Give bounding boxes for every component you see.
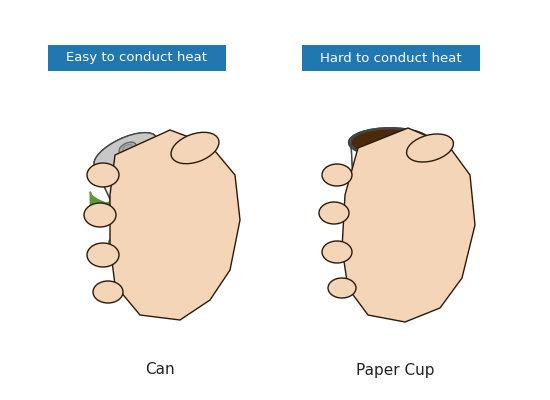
Ellipse shape xyxy=(351,129,429,156)
Polygon shape xyxy=(110,130,240,320)
Ellipse shape xyxy=(119,142,136,154)
Ellipse shape xyxy=(84,203,116,227)
Polygon shape xyxy=(90,192,133,215)
Polygon shape xyxy=(342,128,475,322)
Ellipse shape xyxy=(328,278,356,298)
Polygon shape xyxy=(139,157,195,240)
Polygon shape xyxy=(109,236,158,257)
Ellipse shape xyxy=(322,164,352,186)
Polygon shape xyxy=(139,157,195,240)
Ellipse shape xyxy=(319,202,349,224)
Polygon shape xyxy=(351,142,429,288)
Polygon shape xyxy=(402,170,440,240)
Polygon shape xyxy=(131,238,164,285)
Ellipse shape xyxy=(94,133,157,170)
Ellipse shape xyxy=(171,132,219,164)
Text: Paper Cup: Paper Cup xyxy=(356,362,434,378)
Polygon shape xyxy=(131,238,164,285)
Polygon shape xyxy=(128,141,206,256)
Ellipse shape xyxy=(87,163,119,187)
FancyBboxPatch shape xyxy=(302,45,480,71)
Polygon shape xyxy=(402,170,440,240)
Polygon shape xyxy=(351,142,429,288)
Text: Hard to conduct heat: Hard to conduct heat xyxy=(320,52,462,64)
Polygon shape xyxy=(408,180,430,230)
Polygon shape xyxy=(128,141,206,256)
Ellipse shape xyxy=(119,142,136,154)
Text: Easy to conduct heat: Easy to conduct heat xyxy=(67,52,207,64)
Polygon shape xyxy=(95,137,216,293)
Text: Can: Can xyxy=(145,362,175,378)
Ellipse shape xyxy=(351,129,429,156)
Ellipse shape xyxy=(153,261,216,296)
Polygon shape xyxy=(95,137,216,293)
Polygon shape xyxy=(109,236,158,257)
Ellipse shape xyxy=(406,134,453,162)
Ellipse shape xyxy=(87,243,119,267)
Ellipse shape xyxy=(94,133,157,170)
FancyBboxPatch shape xyxy=(48,45,226,71)
Polygon shape xyxy=(90,192,133,215)
Ellipse shape xyxy=(93,281,123,303)
Polygon shape xyxy=(408,180,430,230)
Ellipse shape xyxy=(322,241,352,263)
